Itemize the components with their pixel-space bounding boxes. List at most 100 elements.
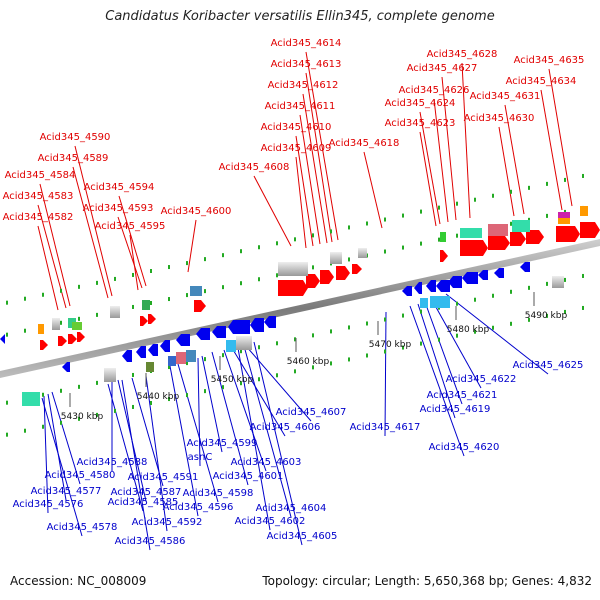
strand-dot [366,353,368,358]
reverse-gene-label: Acid345_4601 [213,471,284,482]
leader-line [295,156,307,249]
forward-gene-label: Acid345_4611 [265,101,336,112]
leader-lines [37,51,573,551]
strand-dot [420,309,422,314]
genes-label: Genes: [511,574,554,588]
strand-dot [384,217,386,222]
forward-gene-arrow [148,314,156,324]
strand-dot [438,337,440,342]
strand-dot [438,205,440,210]
reverse-gene-label: Acid345_4598 [183,488,254,499]
reverse-gene-arrow [478,270,488,280]
forward-gene-arrow [320,270,334,284]
reverse-gene-label: Acid345_4592 [132,517,203,528]
strand-dot [186,293,188,298]
reverse-gene-label: Acid345_4605 [267,531,338,542]
scale-labels: 5430 kbp 5440 kbp 5450 kbp 5460 kbp 5470 kbp… [61,292,568,422]
forward-gene-label: Acid345_4595 [95,221,166,232]
reverse-gene-label: Acid345_4606 [250,422,321,433]
strand-dot [492,193,494,198]
strand-dot [564,309,566,314]
forward-gene-arrow [526,230,544,244]
forward-gene-arrow [580,222,600,238]
forward-gene-label: Acid345_4594 [84,182,155,193]
strand-dot [330,329,332,334]
reverse-gene-arrow [62,362,70,372]
reverse-gene-label: Acid345_4596 [163,502,234,513]
strand-dot [510,189,512,194]
leader-line [461,62,471,219]
strand-dot [330,361,332,366]
reverse-gene-label: Acid345_4625 [513,360,584,371]
strand-dot [6,300,8,305]
leader-line [548,68,573,207]
strand-dot [114,276,116,281]
strand-dot [402,345,404,350]
reverse-gene-arrow [196,328,210,340]
length-label: Length: [374,574,421,588]
strand-dot [204,389,206,394]
forward-gene-label: Acid345_4631 [470,91,541,102]
strand-dot [240,281,242,286]
scale-label: 5440 kbp [137,392,180,402]
backbone-band [0,239,600,378]
forward-gene-arrow [278,280,308,296]
strand-dot [168,297,170,302]
leader-line [445,293,549,375]
reverse-gene-label: Acid345_4603 [231,457,302,468]
feature-box [168,356,176,366]
leader-line [431,299,482,389]
feature-box [236,336,252,350]
feature-box [190,286,202,296]
reverse-gene-arrow [462,272,478,284]
feature-box [110,306,120,318]
strand-dot [240,349,242,354]
strand-dot [528,185,530,190]
forward-gene-label: Acid345_4582 [3,212,74,223]
leader-line [197,357,201,467]
leader-line [302,93,328,244]
leader-line [118,195,147,287]
strand-dot [546,181,548,186]
feature-box [52,318,60,330]
strand-dot [168,265,170,270]
strand-dot [294,337,296,342]
feature-box [72,322,82,330]
feature-box [186,350,196,362]
accession-value: NC_008009 [77,574,147,588]
strand-dot [546,281,548,286]
strand-dot [366,221,368,226]
strand-dot [78,384,80,389]
scale-label: 5490 kbp [525,311,568,321]
forward-gene-arrow [194,300,206,312]
feature-box [38,324,44,334]
leader-line [363,151,383,229]
strand-dot [510,289,512,294]
strand-dot [132,372,134,377]
forward-gene-label: Acid345_4624 [385,98,456,109]
forward-gene-label: Acid345_4590 [40,132,111,143]
strand-dot [60,288,62,293]
strand-dot [348,225,350,230]
reverse-gene-label: Acid345_4578 [47,522,118,533]
leader-line [51,391,81,485]
forward-gene-arrow [336,266,350,280]
reverse-gene-arrow [122,350,132,362]
strand-dot [276,273,278,278]
leader-line [37,225,59,311]
leader-line [131,377,164,487]
feature-box [278,262,308,276]
strand-dot [132,304,134,309]
feature-box [580,206,588,216]
strand-dot [114,408,116,413]
leader-line [72,166,109,299]
feature-box [226,340,236,352]
strand-dot [420,241,422,246]
reverse-gene-label: Acid345_4622 [446,374,517,385]
forward-gene-arrow [306,274,320,288]
reverse-gene-label: asnC [188,452,213,463]
leader-line [121,379,151,551]
feature-box [558,218,570,224]
feature-box [460,228,482,238]
leader-line [409,305,465,457]
